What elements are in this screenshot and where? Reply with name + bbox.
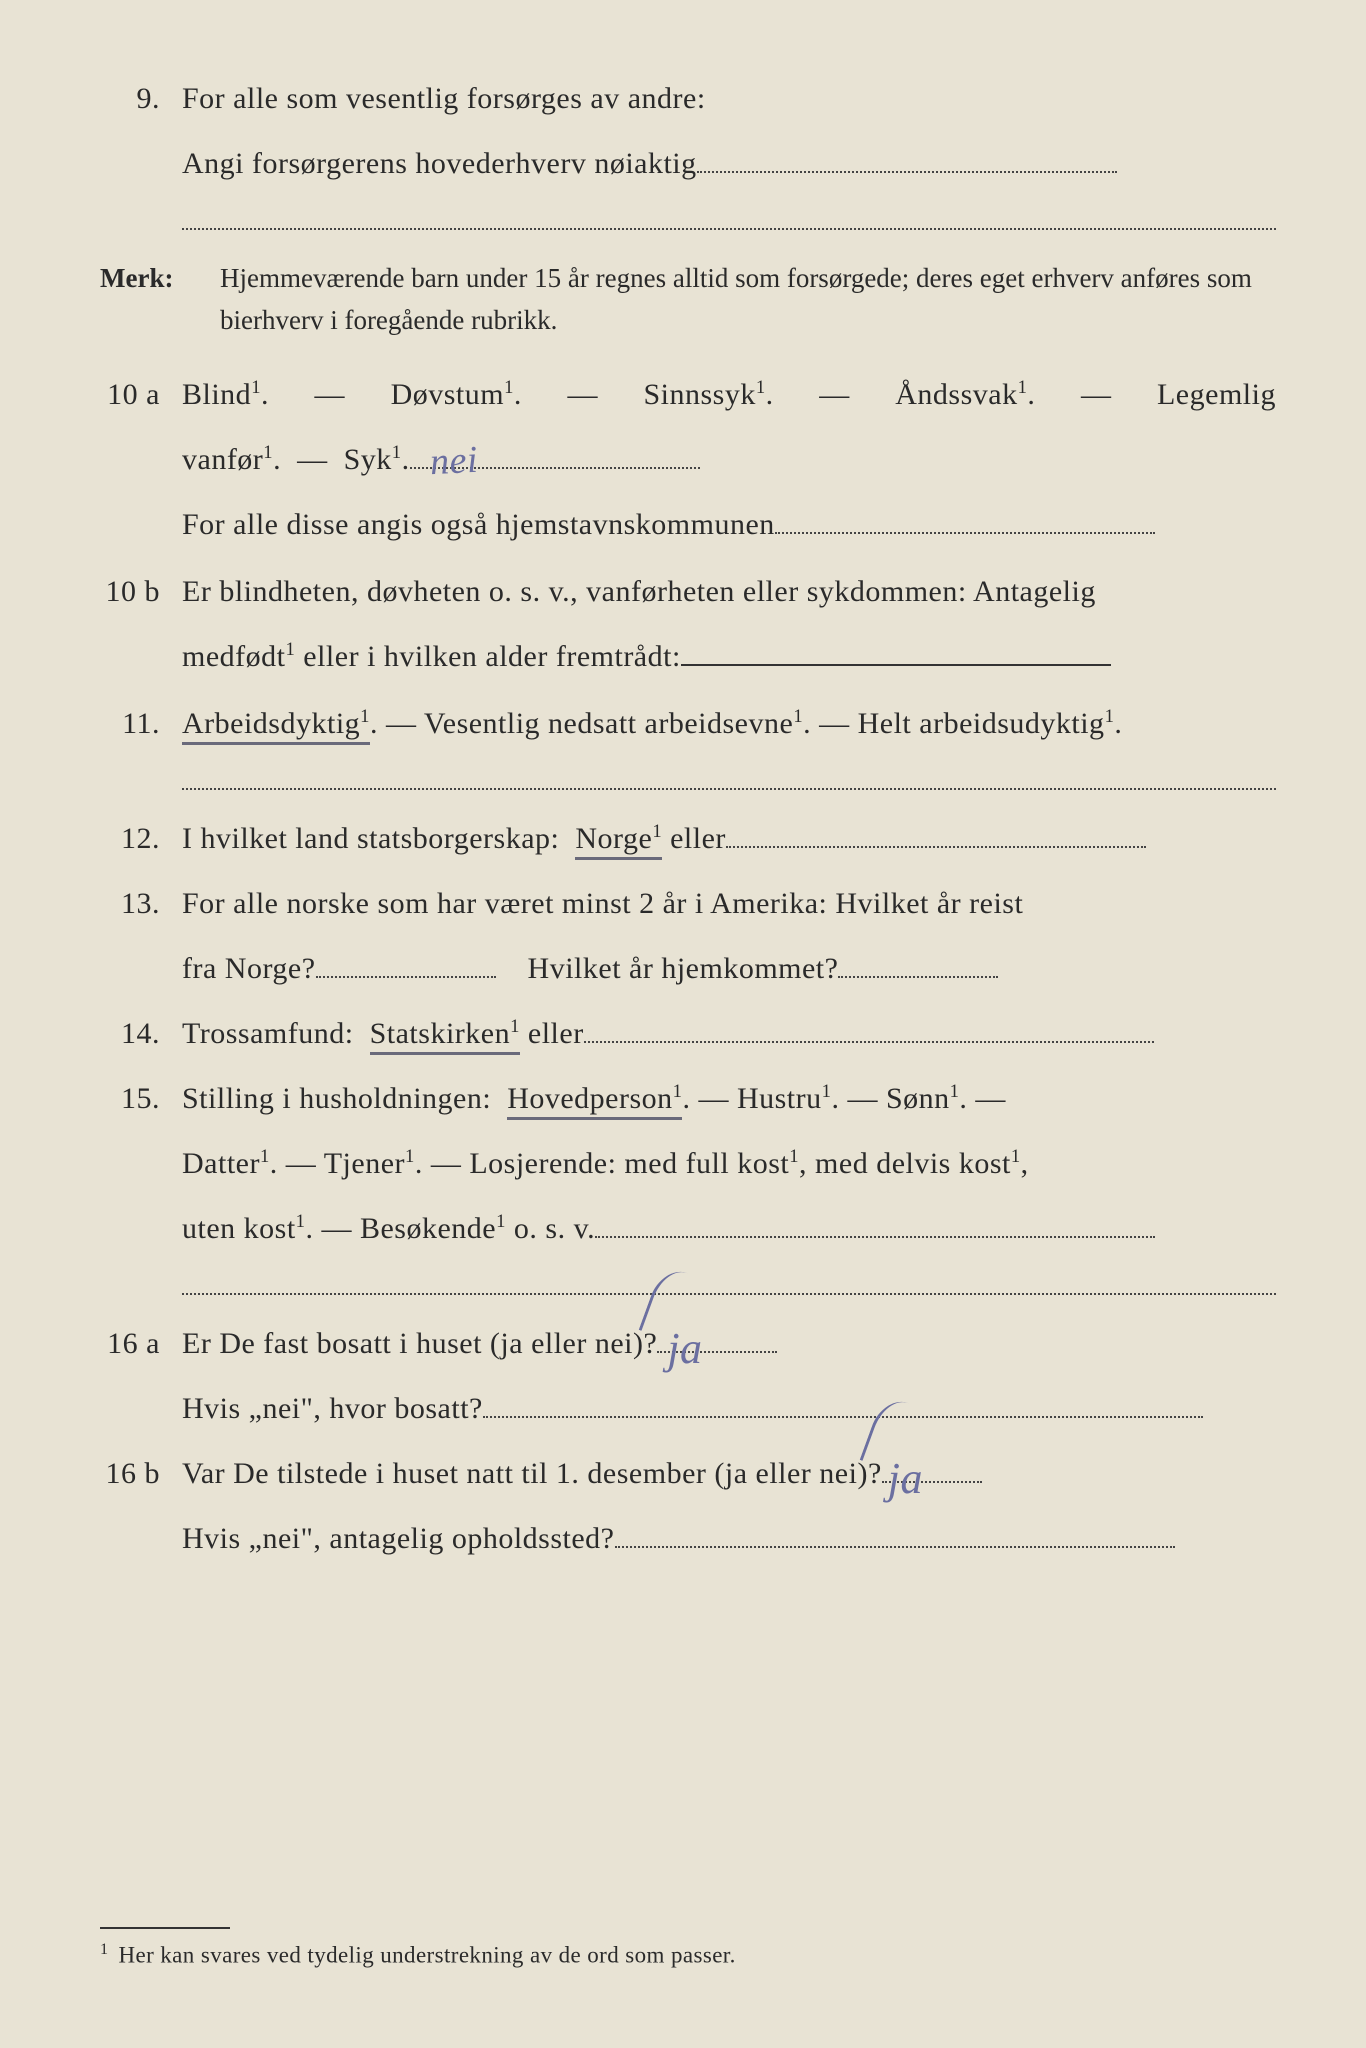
q9-blank2	[182, 228, 1276, 230]
q10a-line2: vanfør1. — Syk1.nei	[100, 431, 1276, 488]
q16a-line1: 16 a Er De fast bosatt i huset (ja eller…	[100, 1315, 1276, 1372]
q11-num: 11.	[100, 695, 182, 752]
q15-line2: Datter1. — Tjener1. — Losjerende: med fu…	[100, 1135, 1276, 1192]
footnote: 1Her kan svares ved tydelig understrekni…	[100, 1941, 1276, 1969]
q15-num: 15.	[100, 1070, 182, 1127]
q10a-blank: nei	[410, 467, 700, 469]
q16b-num: 16 b	[100, 1445, 182, 1502]
q16b-handwritten: ja	[888, 1437, 923, 1521]
q12-line: 12. I hvilket land statsborgerskap: Norg…	[100, 810, 1276, 867]
q12-num: 12.	[100, 810, 182, 867]
q14-selected: Statskirken1	[370, 1017, 520, 1055]
q10a-line3: For alle disse angis også hjemstavnskomm…	[100, 496, 1276, 553]
q9-text1: For alle som vesentlig forsørges av andr…	[182, 70, 1276, 127]
q9-num: 9.	[100, 70, 182, 127]
q10b-text1: Er blindheten, døvheten o. s. v., vanfør…	[182, 563, 1276, 620]
q11-blank	[182, 788, 1276, 790]
q16a-handwritten: ja	[667, 1307, 702, 1391]
q9-line2: Angi forsørgerens hovederhverv nøiaktig	[100, 135, 1276, 192]
q15-line1: 15. Stilling i husholdningen: Hovedperso…	[100, 1070, 1276, 1127]
q10b-blank	[681, 664, 1111, 666]
q13-line2: fra Norge? Hvilket år hjemkommet?	[100, 940, 1276, 997]
footnote-rule	[100, 1927, 230, 1929]
q10b-line1: 10 b Er blindheten, døvheten o. s. v., v…	[100, 563, 1276, 620]
q10b-num: 10 b	[100, 563, 182, 620]
q15-selected: Hovedperson1	[507, 1082, 682, 1120]
q16b-line1: 16 b Var De tilstede i huset natt til 1.…	[100, 1445, 1276, 1502]
q9-text2: Angi forsørgerens hovederhverv nøiaktig	[182, 147, 697, 180]
q13-text1: For alle norske som har været minst 2 år…	[182, 875, 1276, 932]
q10a-handwritten: nei	[428, 423, 480, 498]
q10a-num: 10 a	[100, 366, 182, 423]
q16b-line2: Hvis „nei", antagelig opholdssted?	[100, 1510, 1276, 1567]
q14-line: 14. Trossamfund: Statskirken1 eller	[100, 1005, 1276, 1062]
q15-line3: uten kost1. — Besøkende1 o. s. v.	[100, 1200, 1276, 1257]
q16a-num: 16 a	[100, 1315, 182, 1372]
q15-blank	[182, 1293, 1276, 1295]
merk-note: Merk: Hjemmeværende barn under 15 år reg…	[100, 258, 1276, 342]
q12-selected: Norge1	[575, 822, 662, 860]
q14-num: 14.	[100, 1005, 182, 1062]
q11-line: 11. Arbeidsdyktig1. — Vesentlig nedsatt …	[100, 695, 1276, 752]
merk-label: Merk:	[100, 258, 220, 342]
q11-selected: Arbeidsdyktig1	[182, 707, 370, 745]
merk-text: Hjemmeværende barn under 15 år regnes al…	[220, 258, 1276, 342]
q13-num: 13.	[100, 875, 182, 932]
q9-line1: 9. For alle som vesentlig forsørges av a…	[100, 70, 1276, 127]
q10a-line1: 10 a Blind1. — Døvstum1. — Sinnssyk1. — …	[100, 366, 1276, 423]
q10b-line2: medfødt1 eller i hvilken alder fremtrådt…	[100, 628, 1276, 685]
q13-line1: 13. For alle norske som har været minst …	[100, 875, 1276, 932]
q9-blank1	[697, 171, 1117, 173]
